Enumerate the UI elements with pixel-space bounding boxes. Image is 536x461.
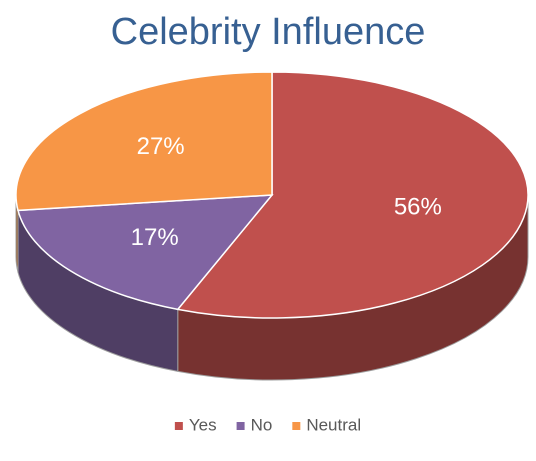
legend-marker — [236, 422, 245, 430]
chart-title: Celebrity Influence — [111, 11, 426, 53]
value-label: 27% — [137, 133, 185, 160]
legend-label: Yes — [189, 415, 217, 434]
legend-label: Neutral — [306, 415, 361, 434]
pie-slice — [176, 71, 529, 319]
pie-slice — [15, 71, 273, 212]
legend-marker — [292, 422, 301, 430]
pie-slice — [17, 194, 274, 311]
legend-label: No — [251, 415, 273, 434]
legend-marker — [174, 422, 183, 430]
value-label: 17% — [131, 224, 179, 251]
value-label: 56% — [394, 194, 442, 221]
